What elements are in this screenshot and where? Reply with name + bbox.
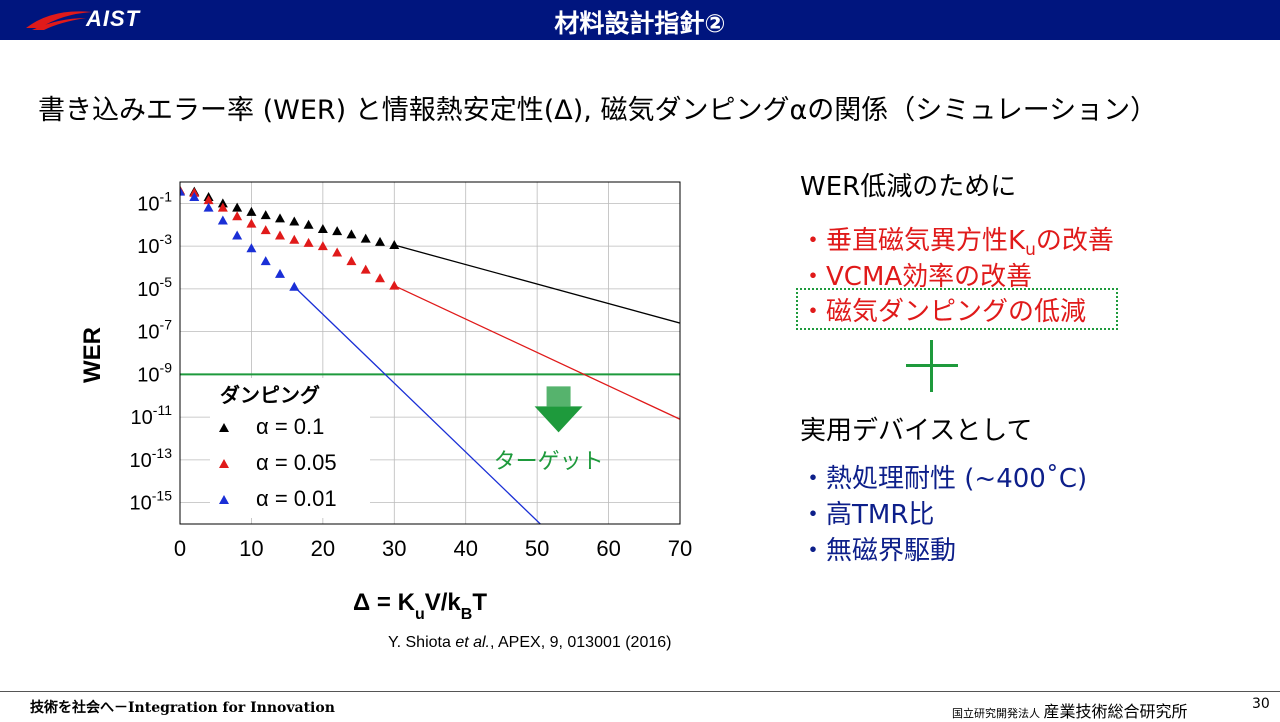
x-tick-label: 50 <box>525 536 549 561</box>
y-tick-label: 10-5 <box>137 274 172 301</box>
data-point <box>303 237 314 247</box>
legend-label: α = 0.01 <box>256 486 337 511</box>
footer-organization: 国立研究開発法人 産業技術総合研究所 <box>952 702 1188 721</box>
data-point <box>289 234 300 244</box>
data-point <box>360 233 371 243</box>
heading-wer-reduction: WER低減のために <box>800 172 1017 202</box>
data-point <box>375 236 385 246</box>
data-point <box>246 206 257 216</box>
fit-line <box>394 285 680 420</box>
x-tick-label: 40 <box>453 536 477 561</box>
data-point <box>389 280 400 290</box>
y-axis-label: WER <box>79 327 106 383</box>
target-annotation: ターゲット <box>494 386 604 474</box>
legend-label: α = 0.1 <box>256 414 324 439</box>
legend-marker <box>219 495 229 504</box>
data-point <box>360 264 371 274</box>
y-tick-labels: 10-1 10-3 10-5 10-7 10-9 10-11 10-13 10-15 <box>130 188 173 514</box>
data-point <box>232 202 243 212</box>
data-point <box>332 247 343 257</box>
slide-subtitle: 書き込みエラー率 (WER) と情報熱安定性(Δ), 磁気ダンピングαの関係（シ… <box>38 95 1158 126</box>
data-point <box>217 215 228 225</box>
x-tick-label: 30 <box>382 536 406 561</box>
data-point <box>303 219 314 229</box>
target-label: ターゲット <box>494 449 604 474</box>
footer-slogan: 技術を社会へ－Integration for Innovation <box>30 700 335 716</box>
data-point <box>332 226 343 236</box>
logo-text: AIST <box>86 6 141 31</box>
data-points <box>180 185 400 291</box>
y-tick-label: 10-13 <box>130 445 173 472</box>
item-heat: ・熱処理耐性 (~400˚C) <box>800 464 1088 494</box>
item-field-free: ・無磁界駆動 <box>800 536 957 566</box>
data-point <box>189 191 200 201</box>
y-tick-label: 10-3 <box>137 231 172 258</box>
highlight-box <box>796 288 1118 330</box>
data-point <box>217 202 228 212</box>
data-point <box>260 225 271 235</box>
heading-practical: 実用デバイスとして <box>800 416 1033 446</box>
x-tick-label: 60 <box>596 536 620 561</box>
fit-line <box>293 286 542 524</box>
data-point <box>203 202 214 212</box>
data-point <box>246 243 257 253</box>
fit-lines <box>293 244 680 524</box>
slide-title: 材料設計指針② <box>554 9 726 38</box>
data-point <box>246 218 257 228</box>
data-point <box>317 224 328 234</box>
item-damping: ・磁気ダンピングの低減 <box>800 297 1087 327</box>
x-tick-labels: 0 10 20 30 40 50 60 70 <box>174 536 692 561</box>
target-arrow-head <box>534 406 583 433</box>
data-point <box>289 281 300 291</box>
x-tick-label: 10 <box>239 536 263 561</box>
item-vcma: ・VCMA効率の改善 <box>800 262 1033 292</box>
y-tick-label: 10-15 <box>130 488 173 515</box>
fit-line <box>394 244 680 324</box>
plot-frame <box>179 181 681 525</box>
data-point <box>389 240 400 250</box>
data-point <box>317 241 328 251</box>
data-point <box>275 230 285 240</box>
data-point <box>232 230 243 240</box>
page-number: 30 <box>1252 696 1270 712</box>
legend-title: ダンピング <box>220 383 320 407</box>
data-point <box>346 256 357 266</box>
y-tick-label: 10-11 <box>131 402 173 429</box>
data-point <box>275 268 285 278</box>
data-point <box>289 216 300 226</box>
item-anisotropy: ・垂直磁気異方性Kuの改善 <box>800 226 1114 261</box>
y-tick-label: 10-9 <box>137 359 172 386</box>
data-point <box>260 256 271 266</box>
legend-marker <box>219 459 229 468</box>
data-point <box>275 213 285 223</box>
legend-bg <box>210 378 370 518</box>
plus-icon <box>906 340 958 392</box>
y-tick-label: 10-1 <box>137 188 172 215</box>
data-point <box>232 211 243 221</box>
data-point <box>203 195 214 205</box>
y-tick-label: 10-7 <box>137 317 172 344</box>
legend-marker <box>219 423 229 432</box>
x-tick-label: 20 <box>311 536 335 561</box>
citation: Y. Shiota et al., APEX, 9, 013001 (2016) <box>388 634 672 651</box>
footer-divider <box>0 691 1280 692</box>
chart-legend: ダンピング α = 0.1 α = 0.05 α = 0.01 <box>210 378 370 518</box>
target-arrow-icon <box>546 386 571 407</box>
data-point <box>375 273 385 283</box>
header-bar: AIST 材料設計指針② <box>0 0 1280 40</box>
aist-logo-icon <box>26 11 92 30</box>
item-tmr: ・高TMR比 <box>800 500 935 530</box>
x-tick-label: 0 <box>174 536 186 561</box>
x-tick-label: 70 <box>668 536 692 561</box>
wer-chart: 0 10 20 30 40 50 60 70 10-110-310-510-710-910-1… <box>79 181 692 623</box>
x-axis-label: Δ = KuV/kBT <box>353 589 487 623</box>
data-point <box>346 229 357 239</box>
legend-label: α = 0.05 <box>256 450 337 475</box>
data-point <box>260 210 271 220</box>
